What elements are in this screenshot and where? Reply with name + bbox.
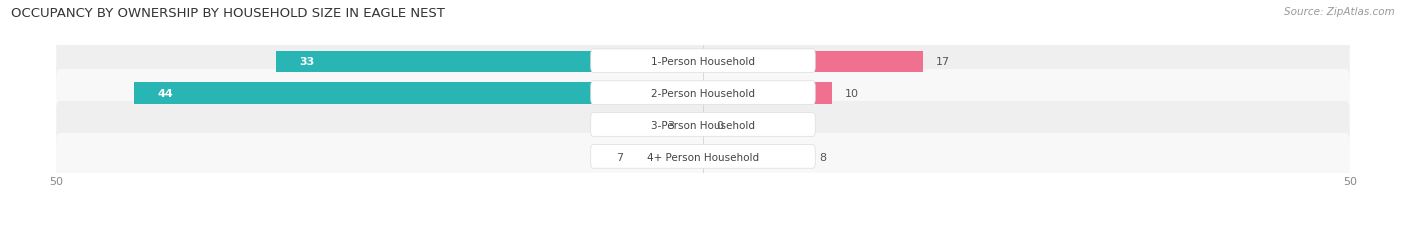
Text: 4+ Person Household: 4+ Person Household [647,152,759,162]
Text: Source: ZipAtlas.com: Source: ZipAtlas.com [1284,7,1395,17]
Bar [613,147,703,168]
Text: 3: 3 [668,121,675,131]
Text: 33: 33 [299,57,315,67]
FancyBboxPatch shape [591,113,815,137]
Text: 0: 0 [716,121,723,131]
Bar [703,51,922,73]
FancyBboxPatch shape [591,50,815,73]
FancyBboxPatch shape [56,38,1350,86]
FancyBboxPatch shape [56,101,1350,150]
Text: 17: 17 [936,57,950,67]
Bar [134,83,703,105]
Text: 7: 7 [616,152,623,162]
Bar [664,115,703,136]
Text: 8: 8 [820,152,827,162]
Bar [703,147,807,168]
Text: 10: 10 [845,89,859,99]
Text: 1-Person Household: 1-Person Household [651,57,755,67]
FancyBboxPatch shape [56,70,1350,118]
Legend: Owner-occupied, Renter-occupied: Owner-occupied, Renter-occupied [585,227,821,231]
FancyBboxPatch shape [591,82,815,105]
Text: 44: 44 [157,89,173,99]
Text: 3-Person Household: 3-Person Household [651,121,755,131]
Bar [276,51,703,73]
Bar [703,83,832,105]
Text: 2-Person Household: 2-Person Household [651,89,755,99]
Text: OCCUPANCY BY OWNERSHIP BY HOUSEHOLD SIZE IN EAGLE NEST: OCCUPANCY BY OWNERSHIP BY HOUSEHOLD SIZE… [11,7,446,20]
FancyBboxPatch shape [56,133,1350,182]
FancyBboxPatch shape [591,145,815,168]
